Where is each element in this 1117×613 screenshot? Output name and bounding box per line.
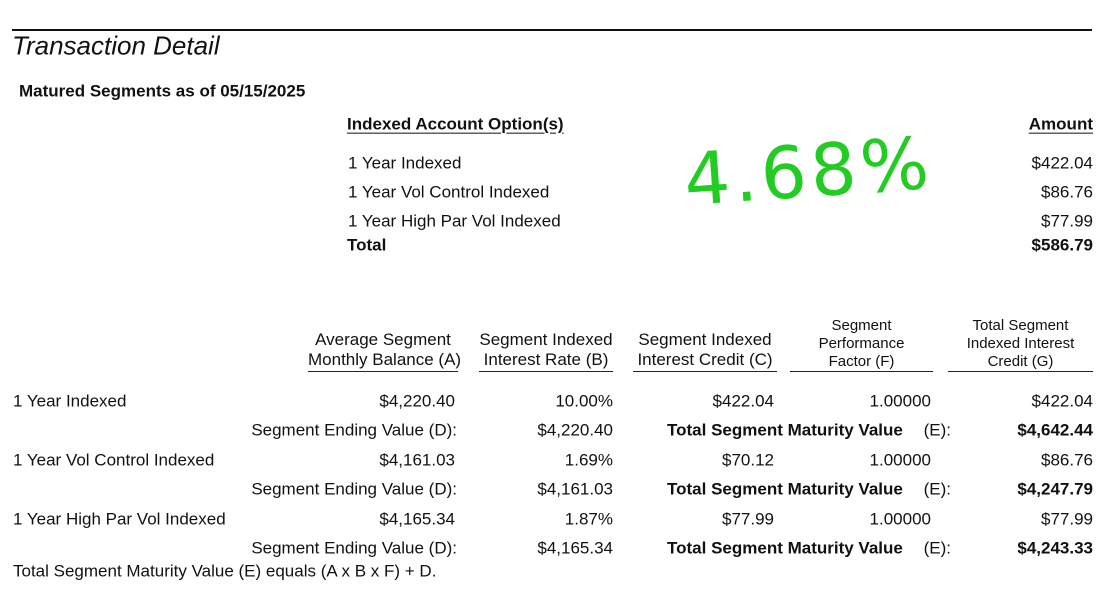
maturity-label: Total Segment Maturity Value [667, 420, 903, 440]
maturity-suffix: (E): [923, 479, 951, 499]
cell-value: 1.00000 [869, 391, 931, 411]
cell-value: $422.04 [1031, 391, 1093, 411]
cell-value: $422.04 [712, 391, 774, 411]
header-line: Interest Rate (B) [483, 350, 609, 370]
cell-value: $77.99 [722, 509, 774, 529]
maturity-label: Total Segment Maturity Value [667, 538, 903, 558]
cell-value: $4,220.40 [379, 391, 455, 411]
cell-value: $86.76 [1041, 450, 1093, 470]
cell-value: $4,161.03 [379, 450, 455, 470]
segment-name: 1 Year High Par Vol Indexed [13, 509, 226, 529]
top-rule [12, 29, 1092, 31]
segment-name: 1 Year Indexed [13, 391, 127, 411]
cell-value: 1.69% [564, 450, 613, 470]
ending-label: Segment Ending Value (D): [251, 479, 457, 499]
maturity-suffix: (E): [923, 538, 951, 558]
header-line: Factor (F) [828, 353, 895, 370]
cell-value: $4,165.34 [379, 509, 455, 529]
maturity-value: $4,243.33 [1017, 538, 1093, 558]
cell-value: 1.87% [564, 509, 613, 529]
maturity-suffix: (E): [923, 420, 951, 440]
option-name: 1 Year Indexed [348, 153, 462, 173]
cell-value: 1.00000 [869, 450, 931, 470]
cell-value: 10.00% [555, 391, 613, 411]
ending-label: Segment Ending Value (D): [251, 420, 457, 440]
option-name: 1 Year High Par Vol Indexed [348, 211, 561, 231]
option-name: 1 Year Vol Control Indexed [348, 182, 550, 202]
cell-value: $70.12 [722, 450, 774, 470]
ending-label: Segment Ending Value (D): [251, 538, 457, 558]
column-header: Segment Indexed Interest Credit (C) [633, 330, 777, 372]
footnote: Total Segment Maturity Value (E) equals … [13, 561, 437, 581]
header-line: Segment Indexed [638, 330, 772, 349]
total-label: Total [347, 235, 387, 255]
header-line: Performance [818, 335, 905, 352]
amount: $422.04 [1031, 153, 1093, 173]
header-line: Segment Indexed [479, 330, 613, 349]
segment-name: 1 Year Vol Control Indexed [13, 450, 215, 470]
ending-value: $4,220.40 [537, 420, 613, 440]
header-line: Total Segment [972, 317, 1069, 334]
header-line: Monthly Balance (A) [308, 350, 462, 370]
column-header: Segment Indexed Interest Rate (B) [479, 330, 613, 372]
column-header: Average Segment Monthly Balance (A) [308, 330, 462, 372]
column-header: Indexed Account Option(s) [347, 114, 564, 134]
amount: $77.99 [1041, 211, 1093, 231]
cell-value: $77.99 [1041, 509, 1093, 529]
handwritten-note: 4.68% [681, 120, 936, 222]
ending-value: $4,161.03 [537, 479, 613, 499]
cell-value: 1.00000 [869, 509, 931, 529]
header-line: Average Segment [315, 330, 451, 349]
total-amount: $586.79 [1031, 235, 1093, 255]
column-header: Segment Performance Factor (F) [790, 317, 933, 372]
ending-value: $4,165.34 [537, 538, 613, 558]
header-line: Segment [831, 317, 892, 334]
amount: $86.76 [1041, 182, 1093, 202]
column-header: Total Segment Indexed Interest Credit (G) [948, 317, 1093, 372]
header-line: Interest Credit (C) [637, 350, 773, 370]
section-subtitle: Matured Segments as of 05/15/2025 [19, 81, 306, 101]
header-line: Credit (G) [987, 353, 1054, 370]
maturity-value: $4,247.79 [1017, 479, 1093, 499]
page-title: Transaction Detail [12, 30, 220, 61]
maturity-value: $4,642.44 [1017, 420, 1093, 440]
header-line: Indexed Interest [966, 335, 1075, 352]
column-header: Amount [1028, 114, 1093, 134]
maturity-label: Total Segment Maturity Value [667, 479, 903, 499]
